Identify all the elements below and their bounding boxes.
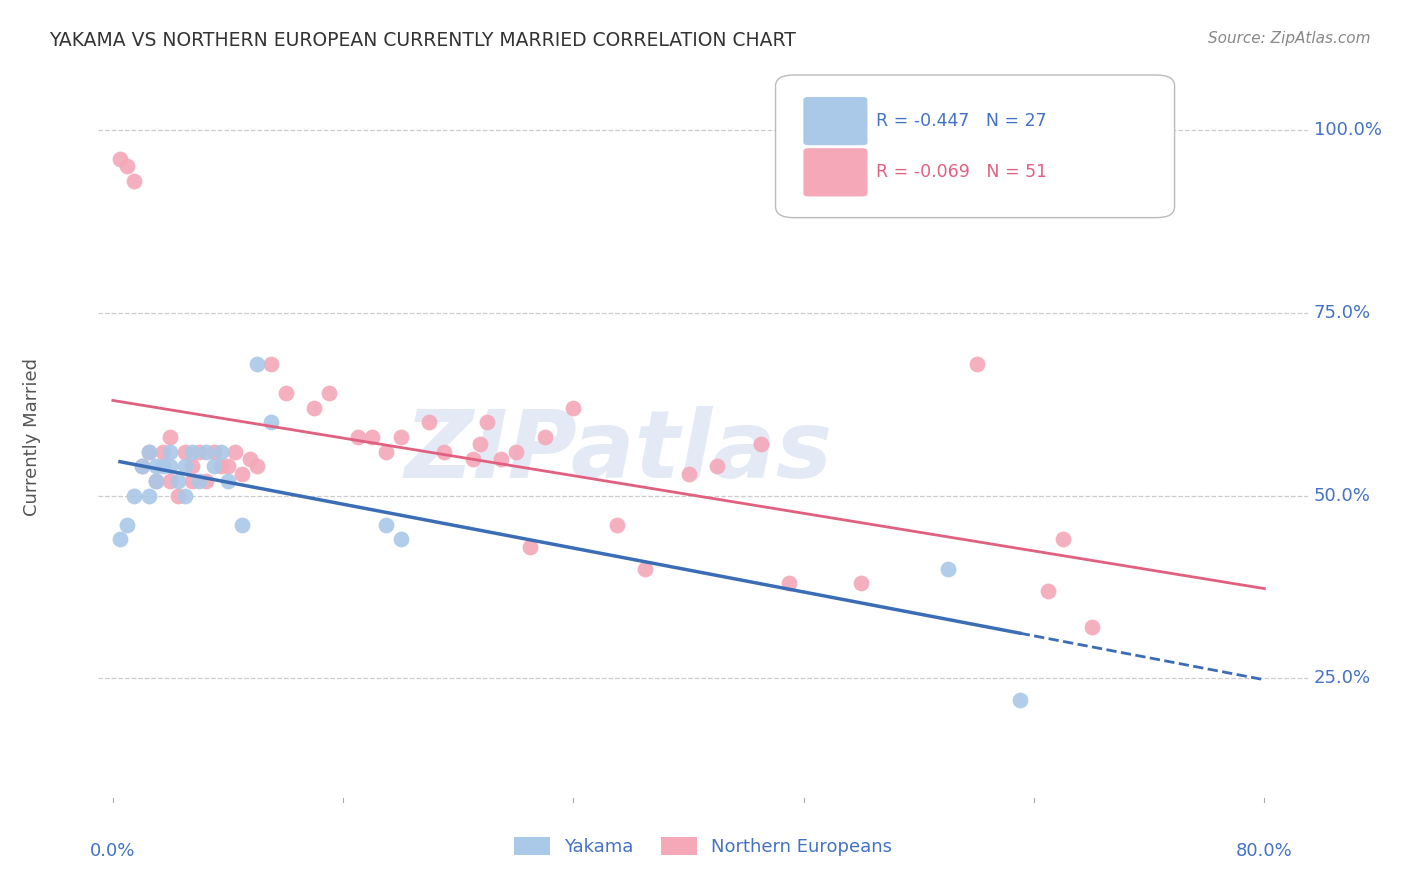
FancyBboxPatch shape bbox=[803, 97, 868, 145]
Point bbox=[246, 459, 269, 474]
Point bbox=[936, 562, 959, 576]
Point bbox=[361, 430, 384, 444]
Point bbox=[606, 517, 628, 532]
Point bbox=[202, 459, 225, 474]
Point bbox=[304, 401, 326, 415]
Point bbox=[749, 437, 772, 451]
Point bbox=[389, 430, 412, 444]
Point bbox=[145, 474, 167, 488]
Text: 25.0%: 25.0% bbox=[1313, 670, 1371, 688]
Point bbox=[375, 517, 398, 532]
Point bbox=[166, 489, 188, 503]
Point bbox=[145, 459, 167, 474]
Point bbox=[173, 459, 195, 474]
Point bbox=[138, 444, 160, 458]
Point bbox=[1080, 620, 1102, 634]
Point bbox=[115, 517, 138, 532]
Point bbox=[260, 357, 283, 371]
Point bbox=[138, 489, 160, 503]
Point bbox=[1038, 583, 1060, 598]
Point bbox=[491, 452, 513, 467]
Point bbox=[634, 562, 657, 576]
Point bbox=[145, 474, 167, 488]
Point bbox=[159, 474, 181, 488]
Point bbox=[505, 444, 527, 458]
Point bbox=[159, 444, 181, 458]
FancyBboxPatch shape bbox=[803, 148, 868, 196]
Point bbox=[181, 444, 204, 458]
Text: 80.0%: 80.0% bbox=[1236, 842, 1292, 860]
Point bbox=[159, 459, 181, 474]
Text: R = -0.447   N = 27: R = -0.447 N = 27 bbox=[876, 112, 1046, 130]
Point bbox=[778, 576, 800, 591]
Text: 100.0%: 100.0% bbox=[1313, 121, 1382, 139]
Point bbox=[159, 430, 181, 444]
Point bbox=[562, 401, 585, 415]
Point bbox=[461, 452, 484, 467]
Point bbox=[131, 459, 153, 474]
Point bbox=[433, 444, 456, 458]
Point bbox=[678, 467, 700, 481]
Point bbox=[181, 459, 204, 474]
Point bbox=[124, 174, 146, 188]
Point bbox=[224, 444, 246, 458]
Point bbox=[181, 474, 204, 488]
Point bbox=[131, 459, 153, 474]
Point bbox=[209, 459, 232, 474]
Point bbox=[418, 416, 440, 430]
Text: 0.0%: 0.0% bbox=[90, 842, 135, 860]
Point bbox=[966, 357, 988, 371]
Point bbox=[246, 357, 269, 371]
Point bbox=[239, 452, 262, 467]
Text: YAKAMA VS NORTHERN EUROPEAN CURRENTLY MARRIED CORRELATION CHART: YAKAMA VS NORTHERN EUROPEAN CURRENTLY MA… bbox=[49, 31, 796, 50]
Point bbox=[188, 444, 211, 458]
Point bbox=[260, 416, 283, 430]
Point bbox=[706, 459, 728, 474]
Point bbox=[166, 474, 188, 488]
Point bbox=[115, 160, 138, 174]
Point bbox=[152, 459, 174, 474]
Point bbox=[202, 444, 225, 458]
Point bbox=[108, 533, 131, 547]
Point bbox=[231, 467, 253, 481]
Text: 75.0%: 75.0% bbox=[1313, 304, 1371, 322]
Point bbox=[138, 444, 160, 458]
Point bbox=[217, 459, 239, 474]
Point bbox=[519, 540, 541, 554]
Point bbox=[318, 386, 340, 401]
Point bbox=[1052, 533, 1074, 547]
Point bbox=[468, 437, 491, 451]
Point bbox=[173, 489, 195, 503]
Point bbox=[274, 386, 297, 401]
Point bbox=[475, 416, 498, 430]
Text: 50.0%: 50.0% bbox=[1313, 487, 1371, 505]
Point bbox=[209, 444, 232, 458]
Point bbox=[188, 474, 211, 488]
Text: ZIPatlas: ZIPatlas bbox=[405, 406, 832, 498]
Point bbox=[173, 444, 195, 458]
Text: R = -0.069   N = 51: R = -0.069 N = 51 bbox=[876, 163, 1047, 181]
Point bbox=[346, 430, 368, 444]
Point bbox=[533, 430, 555, 444]
Point bbox=[195, 444, 218, 458]
Point bbox=[195, 474, 218, 488]
Text: Currently Married: Currently Married bbox=[22, 358, 41, 516]
Point bbox=[108, 152, 131, 166]
Point bbox=[389, 533, 412, 547]
Text: Source: ZipAtlas.com: Source: ZipAtlas.com bbox=[1208, 31, 1371, 46]
Point bbox=[217, 474, 239, 488]
Point bbox=[231, 517, 253, 532]
Point bbox=[124, 489, 146, 503]
Point bbox=[851, 576, 873, 591]
Point bbox=[152, 444, 174, 458]
Point bbox=[1008, 693, 1031, 707]
Point bbox=[375, 444, 398, 458]
FancyBboxPatch shape bbox=[776, 75, 1174, 218]
Legend: Yakama, Northern Europeans: Yakama, Northern Europeans bbox=[506, 830, 900, 863]
